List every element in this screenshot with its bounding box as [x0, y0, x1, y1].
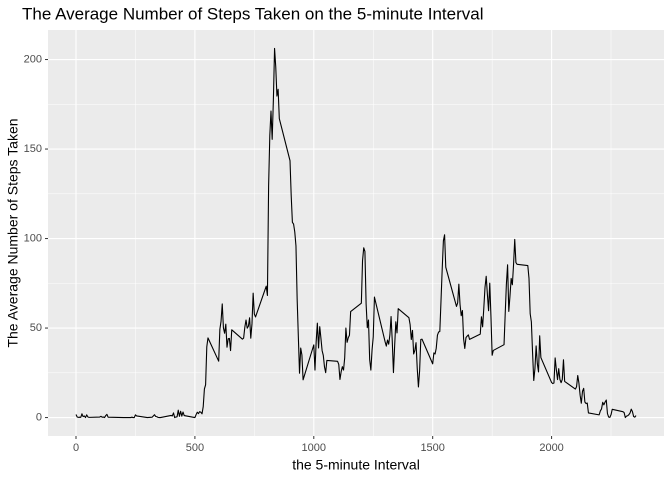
chart-title: The Average Number of Steps Taken on the… [22, 4, 483, 23]
y-tick-label: 50 [30, 322, 42, 334]
y-tick-label: 150 [24, 143, 42, 155]
y-tick-label: 200 [24, 53, 42, 65]
x-tick-label: 0 [73, 442, 79, 454]
panel [48, 30, 664, 436]
x-tick-label: 1000 [302, 442, 326, 454]
x-tick-label: 2000 [539, 442, 563, 454]
x-tick-label: 1500 [420, 442, 444, 454]
y-tick-label: 100 [24, 232, 42, 244]
y-tick-label: 0 [36, 411, 42, 423]
y-axis-label: The Average Number of Steps Taken [5, 118, 21, 347]
x-axis-label: the 5-minute Interval [292, 457, 420, 473]
line [75, 47, 637, 419]
x-tick-label: 500 [186, 442, 204, 454]
